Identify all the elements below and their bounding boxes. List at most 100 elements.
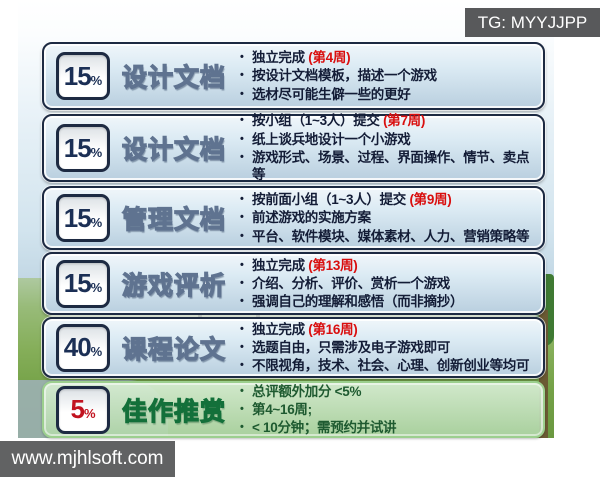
bullet-text: 按设计文档模板，描述一个游戏 bbox=[252, 67, 437, 84]
bullet-week-highlight: (第4周) bbox=[308, 50, 351, 66]
bullet-dot-icon: • bbox=[240, 69, 244, 82]
row-title: 课程论文 bbox=[121, 335, 227, 364]
bullet-dot-icon: • bbox=[240, 276, 244, 289]
row-title: 设计文档 bbox=[121, 135, 227, 164]
bullet-dot-icon: • bbox=[240, 402, 244, 415]
bullet-item: • 游戏形式、场景、过程、界面操作、情节、卖点等 bbox=[240, 149, 535, 184]
bullet-text-main: 选材尽可能生僻一些的更好 bbox=[252, 86, 411, 102]
row-title: 佳作推赏 bbox=[121, 397, 227, 426]
watermark-top-right: TG: MYYJJPP bbox=[465, 8, 600, 37]
bullet-text: 按前面小组（1~3人）提交 (第9周) bbox=[252, 191, 452, 208]
bullet-text-main: 第4~16周; bbox=[252, 401, 312, 417]
bullet-list: • 按前面小组（1~3人）提交 (第9周) • 前述游戏的实施方案 • 平台、软件模块、媒… bbox=[240, 191, 535, 245]
bullet-week-highlight: (第7周) bbox=[383, 113, 426, 129]
percent-sign: % bbox=[90, 144, 103, 160]
grade-row: 15% 设计文档 • 独立完成 (第4周) • 按设计文档模板，描述一个游戏 • 选材尽可能生… bbox=[42, 42, 545, 110]
bullet-text: 选题自由，只需涉及电子游戏即可 bbox=[252, 339, 450, 356]
percent-value: 5 bbox=[70, 394, 85, 424]
watermark-bottom-left-label: www.mjhlsoft.com bbox=[11, 448, 164, 469]
bullet-list: • 总评额外加分 <5% • 第4~16周; • < 10分钟；需预约并试讲 bbox=[240, 383, 535, 437]
bullet-text: 独立完成 (第16周) bbox=[252, 321, 358, 338]
bullet-text-main: 不限视角，技术、社会、心理、创新创业等均可 bbox=[252, 358, 530, 374]
bullet-dot-icon: • bbox=[240, 132, 244, 145]
bullet-dot-icon: • bbox=[240, 87, 244, 100]
bullet-text-main: < 10分钟；需预约并试讲 bbox=[252, 420, 397, 436]
percent-box: 15% bbox=[56, 259, 110, 308]
row-title: 设计文档 bbox=[121, 63, 227, 92]
watermark-bottom-left: www.mjhlsoft.com bbox=[0, 441, 175, 477]
bullet-dot-icon: • bbox=[240, 359, 244, 372]
row-title: 游戏评析 bbox=[121, 271, 227, 300]
bullet-dot-icon: • bbox=[240, 258, 244, 271]
bullet-item: • 按前面小组（1~3人）提交 (第9周) bbox=[240, 191, 535, 208]
bullet-text: 独立完成 (第4周) bbox=[252, 49, 351, 66]
bullet-text: < 10分钟；需预约并试讲 bbox=[252, 419, 397, 436]
bullet-dot-icon: • bbox=[240, 229, 244, 242]
bullet-text-main: 介绍、分析、评价、赏析一个游戏 bbox=[252, 275, 450, 291]
bullet-list: • 独立完成 (第16周) • 选题自由，只需涉及电子游戏即可 • 不限视角，技术、社会、… bbox=[240, 321, 535, 375]
bullet-text-main: 总评额外加分 <5% bbox=[252, 383, 362, 399]
percent-box: 40% bbox=[56, 323, 110, 372]
bullet-text-main: 独立完成 bbox=[252, 50, 309, 66]
bullet-text-main: 按设计文档模板，描述一个游戏 bbox=[252, 68, 437, 84]
bullet-text: 介绍、分析、评价、赏析一个游戏 bbox=[252, 275, 450, 292]
grade-row: 15% 管理文档 • 按前面小组（1~3人）提交 (第9周) • 前述游戏的实施方案 • 平台… bbox=[42, 186, 545, 250]
percent-value: 15 bbox=[63, 268, 92, 298]
bullet-item: • 前述游戏的实施方案 bbox=[240, 209, 535, 226]
bullet-item: • 独立完成 (第13周) bbox=[240, 257, 535, 274]
bullet-text-main: 按小组（1~3人）提交 bbox=[252, 113, 384, 129]
bullet-week-highlight: (第13周) bbox=[308, 257, 358, 273]
bullet-item: • 纸上谈兵地设计一个小游戏 bbox=[240, 131, 535, 148]
percent-sign: % bbox=[90, 344, 103, 359]
bullet-item: • 独立完成 (第16周) bbox=[240, 321, 535, 338]
percent-value: 15 bbox=[63, 60, 92, 91]
bullet-week-highlight: (第9周) bbox=[409, 192, 452, 208]
bullet-item: • 总评额外加分 <5% bbox=[240, 383, 535, 400]
bullet-text-main: 强调自己的理解和感悟（而非摘抄） bbox=[252, 294, 464, 310]
tree-trunk bbox=[539, 310, 548, 438]
bullet-list: • 独立完成 (第13周) • 介绍、分析、评价、赏析一个游戏 • 强调自己的理解和感悟（… bbox=[240, 257, 535, 311]
bullet-text: 平台、软件模块、媒体素材、人力、营销策略等 bbox=[252, 228, 530, 245]
percent-box: 15% bbox=[56, 124, 110, 172]
bullet-text-main: 独立完成 bbox=[252, 257, 309, 273]
percent-value: 40 bbox=[63, 332, 92, 362]
bullet-dot-icon: • bbox=[240, 421, 244, 434]
percent-sign: % bbox=[83, 406, 96, 421]
percent-sign: % bbox=[90, 72, 103, 88]
bullet-text-main: 前述游戏的实施方案 bbox=[252, 210, 371, 226]
grade-row: 15% 设计文档 • 按小组（1~3人）提交 (第7周) • 纸上谈兵地设计一个小游戏 • 游… bbox=[42, 112, 545, 183]
bullet-text: 独立完成 (第13周) bbox=[252, 257, 358, 274]
bullet-text: 选材尽可能生僻一些的更好 bbox=[252, 86, 411, 103]
bullet-list: • 按小组（1~3人）提交 (第7周) • 纸上谈兵地设计一个小游戏 • 游戏形式、场景、… bbox=[240, 112, 535, 183]
percent-sign: % bbox=[90, 280, 103, 295]
grade-row: 40% 课程论文 • 独立完成 (第16周) • 选题自由，只需涉及电子游戏即可 • 不限视角… bbox=[42, 317, 545, 378]
bullet-text: 按小组（1~3人）提交 (第7周) bbox=[252, 112, 425, 129]
row-title: 管理文档 bbox=[121, 205, 227, 234]
bullet-dot-icon: • bbox=[240, 384, 244, 397]
bullet-dot-icon: • bbox=[240, 114, 244, 127]
bullet-item: • 介绍、分析、评价、赏析一个游戏 bbox=[240, 275, 535, 292]
bullet-item: • 不限视角，技术、社会、心理、创新创业等均可 bbox=[240, 357, 535, 374]
bullet-text: 游戏形式、场景、过程、界面操作、情节、卖点等 bbox=[252, 149, 535, 184]
percent-value: 15 bbox=[63, 202, 92, 233]
bullet-item: • 第4~16周; bbox=[240, 401, 535, 418]
bullet-text: 前述游戏的实施方案 bbox=[252, 209, 371, 226]
bullet-dot-icon: • bbox=[240, 295, 244, 308]
bullet-item: • 选题自由，只需涉及电子游戏即可 bbox=[240, 339, 535, 356]
bullet-text-main: 游戏形式、场景、过程、界面操作、情节、卖点等 bbox=[252, 150, 530, 183]
bullet-text-main: 独立完成 bbox=[252, 321, 309, 337]
bullet-item: • 选材尽可能生僻一些的更好 bbox=[240, 86, 535, 103]
bullet-dot-icon: • bbox=[240, 51, 244, 64]
bullet-text-main: 平台、软件模块、媒体素材、人力、营销策略等 bbox=[252, 228, 530, 244]
percent-value: 15 bbox=[63, 132, 92, 163]
bullet-text-main: 纸上谈兵地设计一个小游戏 bbox=[252, 131, 411, 147]
bullet-dot-icon: • bbox=[240, 322, 244, 335]
watermark-top-right-label: TG: MYYJJPP bbox=[477, 12, 588, 32]
bullet-week-highlight: (第16周) bbox=[308, 321, 358, 337]
percent-sign: % bbox=[90, 214, 103, 230]
bullet-text-main: 选题自由，只需涉及电子游戏即可 bbox=[252, 339, 450, 355]
grade-row: 5% 佳作推赏 • 总评额外加分 <5% • 第4~16周; • < 10分钟；需预约并试讲 bbox=[42, 381, 545, 438]
bullet-text: 强调自己的理解和感悟（而非摘抄） bbox=[252, 293, 464, 310]
bullet-text: 总评额外加分 <5% bbox=[252, 383, 361, 400]
